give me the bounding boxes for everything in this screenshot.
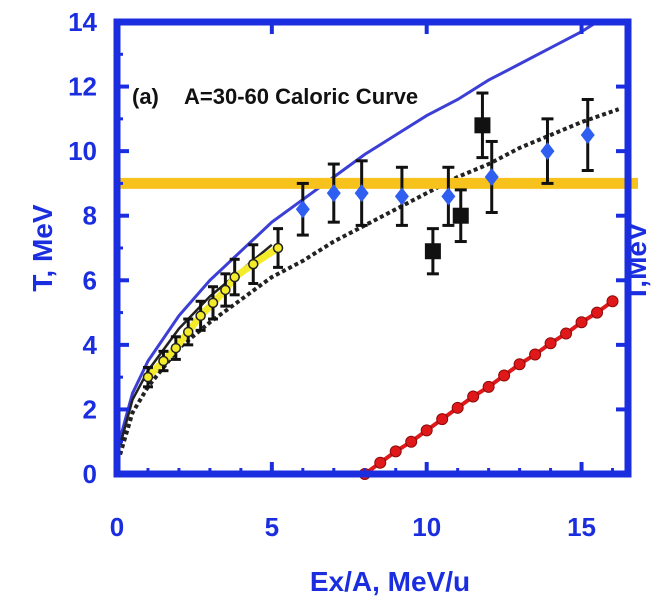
square-data-point: [452, 207, 469, 224]
diamond-data-point: [540, 142, 555, 161]
yellow-data-point: [207, 297, 219, 309]
yellow-data-line: [145, 245, 280, 380]
red-data-point: [405, 435, 418, 448]
red-data-point: [467, 390, 480, 403]
red-data-point: [529, 348, 542, 361]
red-data-point: [560, 327, 573, 340]
x-tick-label: 0: [110, 512, 124, 542]
black-dotted-curve: [118, 107, 620, 456]
square-data-point: [424, 243, 441, 260]
yellow-data-point: [142, 371, 154, 383]
y-tick-label: 6: [83, 265, 97, 295]
yellow-data-point: [158, 355, 169, 367]
chart-annotation: A=30-60 Caloric Curve: [184, 84, 418, 109]
x-tick-label: 15: [567, 512, 596, 542]
red-data-point: [513, 358, 526, 371]
right-axis-label: T,MeV: [621, 222, 652, 302]
red-data-point: [575, 316, 588, 329]
y-tick-label: 0: [83, 459, 97, 489]
diamond-data-point: [326, 184, 341, 203]
yellow-data-point: [248, 258, 259, 270]
yellow-data-point: [195, 310, 206, 322]
diamond-data-point: [484, 167, 499, 186]
blue-fit-curve: [118, 20, 598, 439]
red-data-point: [451, 401, 464, 414]
yellow-data-point: [229, 271, 240, 283]
diamond-data-point: [354, 184, 369, 203]
yellow-data-point: [170, 342, 182, 354]
y-tick-label: 8: [83, 201, 97, 231]
red-data-point: [482, 380, 495, 393]
red-data-point: [436, 413, 449, 426]
y-tick-label: 10: [68, 136, 97, 166]
red-data-point: [606, 295, 619, 308]
black-fit-curve: [118, 243, 273, 446]
diamond-data-point: [580, 126, 595, 144]
y-tick-label: 14: [68, 7, 97, 37]
red-data-point: [591, 306, 604, 319]
diamond-data-point: [441, 187, 456, 206]
red-data-point: [389, 445, 402, 458]
y-tick-label: 4: [83, 330, 98, 360]
red-data-point: [544, 337, 557, 350]
yellow-data-point: [220, 284, 231, 296]
y-tick-label: 2: [83, 394, 97, 424]
diamond-data-point: [295, 200, 310, 219]
x-tick-label: 5: [265, 512, 279, 542]
y-tick-label: 12: [68, 72, 97, 102]
red-data-point: [498, 369, 511, 382]
square-data-point: [474, 117, 491, 134]
diamond-data-point: [394, 187, 409, 206]
ticks-layer: 0 2 4 6 8 10 12 14 0 5 10 15: [68, 7, 628, 542]
x-axis-label: Ex/A, MeV/u: [310, 566, 470, 597]
yellow-data-point: [272, 242, 284, 254]
yellow-data-point: [182, 326, 194, 338]
y-axis-label: T, MeV: [27, 204, 58, 291]
red-data-point: [374, 456, 387, 469]
plot-layer: [115, 20, 638, 480]
panel-label: (a): [132, 84, 159, 109]
x-tick-label: 10: [412, 512, 441, 542]
red-data-point: [420, 424, 433, 437]
